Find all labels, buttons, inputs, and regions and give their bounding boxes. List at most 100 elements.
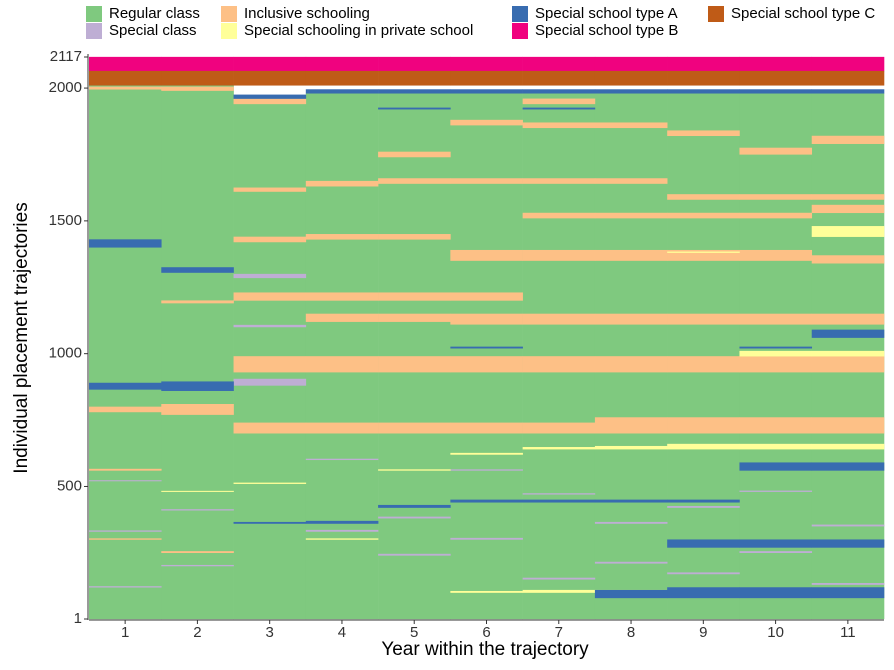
sequence-segment [811, 135, 885, 144]
sequence-segment [450, 356, 523, 373]
sequence-segment [522, 212, 596, 219]
sequence-segment [594, 417, 668, 434]
x-tick-label: 7 [555, 624, 563, 641]
legend-swatch [221, 23, 237, 39]
sequence-segment [811, 350, 885, 357]
sequence-segment [739, 194, 813, 200]
legend-label: Special school type C [731, 5, 875, 22]
sequence-segment [233, 292, 307, 301]
sequence-segment [594, 122, 668, 129]
sequence-segment [811, 313, 885, 325]
sequence-segment [739, 417, 813, 434]
sequence-segment [522, 70, 596, 86]
sequence-segment [667, 587, 740, 599]
y-tick-label: 2117 [50, 48, 82, 65]
sequence-segment [739, 70, 813, 86]
sequence-segment [450, 178, 523, 184]
sequence-segment [522, 56, 596, 72]
sequence-segment [450, 292, 523, 301]
sequence-segment [233, 378, 307, 386]
sequence-segment [305, 422, 379, 434]
sequence-segment [594, 70, 668, 86]
x-tick-label: 10 [767, 624, 784, 641]
sequence-segment [811, 462, 885, 471]
sequence-segment [667, 505, 740, 508]
sequence-segment [305, 89, 379, 94]
sequence-segment [667, 443, 740, 450]
sequence-segment [450, 249, 523, 261]
sequence-segment [667, 56, 740, 72]
sequence-segment [811, 204, 885, 214]
sequence-segment [594, 445, 668, 450]
sequence-segment [739, 443, 813, 450]
sequence-segment [305, 356, 379, 373]
legend-label: Special schooling in private school [244, 22, 473, 39]
sequence-segment [667, 249, 740, 261]
sequence-segment [305, 70, 379, 86]
sequence-segment [89, 586, 162, 588]
sequence-segment [594, 356, 668, 373]
sequence-segment [233, 187, 307, 192]
sequence-segment [378, 234, 451, 240]
sequence-segment [378, 89, 451, 94]
legend-swatch [512, 23, 528, 39]
sequence-segment [594, 561, 668, 564]
sequence-segment [305, 538, 379, 540]
sequence-segment [233, 94, 307, 99]
sequence-segment [161, 564, 234, 567]
sequence-segment [522, 422, 596, 434]
sequence-segment [522, 98, 596, 105]
sequence-segment [522, 89, 596, 94]
sequence-segment [739, 539, 813, 548]
sequence-segment [233, 422, 307, 434]
sequence-segment [667, 70, 740, 86]
sequence-segment [89, 70, 162, 86]
sequence-segment [739, 89, 813, 94]
legend-label: Inclusive schooling [244, 5, 370, 22]
sequence-segment [450, 70, 523, 86]
sequence-segment [305, 520, 379, 524]
sequence-segment [161, 490, 234, 492]
sequence-segment [811, 226, 885, 237]
sequence-segment [305, 180, 379, 187]
sequence-segment [811, 56, 885, 72]
sequence-segment [594, 521, 668, 524]
sequence-segment [811, 417, 885, 434]
sequence-segment [378, 553, 451, 556]
sequence-segment [305, 313, 379, 322]
sequence-segment [811, 539, 885, 548]
sequence-segment [161, 70, 234, 86]
sequence-segment [161, 56, 234, 72]
sequence-segment [450, 537, 523, 540]
sequence-segment [594, 313, 668, 325]
sequence-segment [667, 499, 740, 503]
x-tick-label: 5 [410, 624, 418, 641]
sequence-segment [811, 524, 885, 527]
y-tick-label: 1500 [49, 212, 82, 229]
sequence-segment [522, 107, 596, 110]
sequence-segment [739, 147, 813, 155]
sequence-segment [739, 490, 813, 492]
sequence-segment [739, 249, 813, 261]
x-tick-label: 4 [338, 624, 346, 641]
sequence-segment [450, 313, 523, 325]
sequence-segment [811, 329, 885, 338]
sequence-segment [161, 381, 234, 391]
sequence-segment [739, 313, 813, 325]
sequence-segment [161, 267, 234, 273]
sequence-segment [378, 422, 451, 434]
sequence-segment [161, 300, 234, 304]
sequence-segment [811, 255, 885, 264]
x-axis-title: Year within the trajectory [381, 639, 589, 660]
sequence-segment [450, 469, 523, 471]
y-tick-label: 1000 [49, 345, 82, 362]
sequence-segment [522, 122, 596, 129]
sequence-segment [450, 119, 523, 126]
sequence-segment [233, 236, 307, 243]
sequence-segment [89, 406, 162, 413]
sequence-segment [667, 130, 740, 137]
sequence-segment [305, 292, 379, 301]
legend-label: Special school type B [535, 22, 678, 39]
sequence-segment [522, 249, 596, 261]
